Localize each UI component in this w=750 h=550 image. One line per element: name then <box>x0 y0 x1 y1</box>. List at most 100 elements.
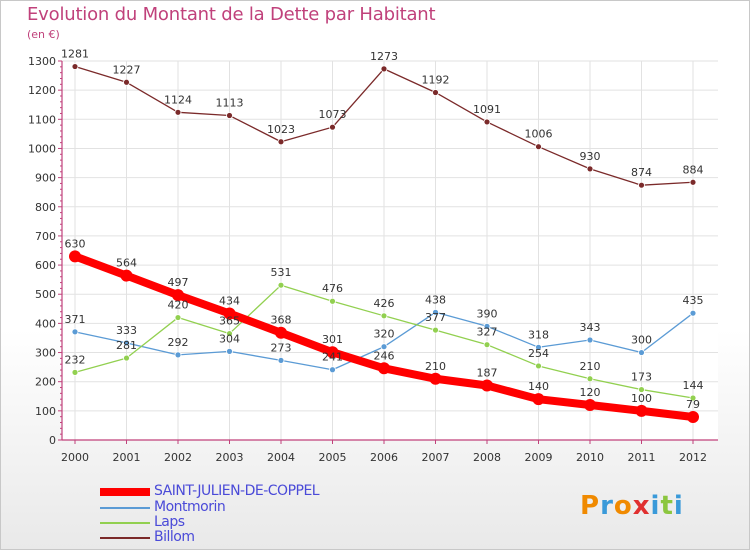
data-point <box>535 343 542 351</box>
data-label: 1113 <box>216 97 244 110</box>
data-label: 210 <box>580 360 601 373</box>
data-point <box>638 386 645 393</box>
x-tick-label: 2012 <box>679 451 707 464</box>
data-point <box>483 118 491 126</box>
data-label: 173 <box>631 371 652 384</box>
data-label: 1023 <box>267 123 295 136</box>
data-point <box>120 269 133 282</box>
data-label: 241 <box>322 351 343 364</box>
data-point <box>71 368 79 376</box>
data-point <box>226 330 233 337</box>
data-point <box>329 366 336 374</box>
data-label: 476 <box>322 282 343 295</box>
data-label: 377 <box>425 311 446 324</box>
data-label: 343 <box>580 321 601 334</box>
data-point <box>638 181 645 189</box>
legend-label: SAINT-JULIEN-DE-COPPEL <box>154 483 320 499</box>
y-tick-label: 900 <box>35 172 56 185</box>
legend-label: Laps <box>154 514 185 530</box>
x-tick-label: 2005 <box>319 451 347 464</box>
data-label: 531 <box>271 266 292 279</box>
x-tick-label: 2000 <box>61 451 89 464</box>
legend-label: Montmorin <box>154 499 226 515</box>
data-point <box>174 108 182 116</box>
data-point <box>432 89 439 96</box>
data-label: 930 <box>580 150 601 163</box>
data-label: 144 <box>683 379 704 392</box>
y-tick-label: 200 <box>35 376 56 389</box>
y-tick-label: 1000 <box>28 142 56 155</box>
data-point <box>123 78 130 86</box>
data-point <box>174 314 182 321</box>
data-label: 368 <box>271 314 292 327</box>
y-tick-label: 300 <box>35 347 56 360</box>
data-label: 187 <box>477 366 498 379</box>
data-label: 292 <box>168 336 189 349</box>
data-point <box>532 393 545 406</box>
data-point <box>483 322 491 330</box>
x-tick-label: 2011 <box>628 451 656 464</box>
x-tick-label: 2002 <box>164 451 192 464</box>
x-tick-label: 2010 <box>576 451 604 464</box>
data-label: 365 <box>219 315 240 328</box>
data-point <box>174 351 182 359</box>
data-point <box>429 372 442 385</box>
data-label: 327 <box>477 326 498 339</box>
data-label: 884 <box>683 163 704 176</box>
data-label: 246 <box>374 349 395 362</box>
y-tick-label: 800 <box>35 201 56 214</box>
data-label: 1124 <box>164 93 192 106</box>
chart-title: Evolution du Montant de la Dette par Hab… <box>27 4 436 25</box>
x-tick-label: 2007 <box>422 451 450 464</box>
data-label: 1006 <box>525 128 553 141</box>
data-label: 273 <box>271 341 292 354</box>
data-point <box>378 362 390 375</box>
data-point <box>329 297 336 305</box>
data-point <box>329 123 336 131</box>
data-point <box>432 326 439 334</box>
data-point <box>481 379 493 392</box>
data-label: 1273 <box>370 50 398 63</box>
data-point <box>277 281 285 289</box>
data-point <box>689 178 697 186</box>
data-label: 318 <box>528 328 549 341</box>
legend-label: Billom <box>154 529 195 545</box>
x-tick-label: 2006 <box>370 451 398 464</box>
data-label: 1281 <box>61 48 89 61</box>
data-label: 210 <box>425 360 446 373</box>
data-point <box>71 63 79 70</box>
data-point <box>277 138 285 146</box>
data-label: 564 <box>116 257 137 270</box>
data-point <box>226 347 233 355</box>
data-point <box>586 165 594 173</box>
y-tick-label: 500 <box>35 288 56 301</box>
data-label: 120 <box>580 386 601 399</box>
data-point <box>432 308 439 316</box>
data-point <box>71 328 79 336</box>
data-point <box>277 357 285 364</box>
data-label: 630 <box>65 237 86 250</box>
data-label: 371 <box>65 313 86 326</box>
y-tick-label: 1300 <box>28 55 56 68</box>
x-tick-label: 2008 <box>473 451 501 464</box>
x-tick-label: 2003 <box>216 451 244 464</box>
data-point <box>535 143 542 151</box>
data-point <box>483 341 491 349</box>
data-label: 100 <box>631 392 652 405</box>
data-point <box>380 343 388 351</box>
data-point <box>535 362 542 370</box>
x-tick-label: 2004 <box>267 451 295 464</box>
data-point <box>69 250 81 263</box>
data-point <box>226 112 233 119</box>
data-point <box>380 65 388 73</box>
data-point <box>123 354 130 362</box>
data-label: 1227 <box>113 63 141 76</box>
data-point <box>687 410 699 423</box>
data-point <box>586 375 594 383</box>
data-label: 1192 <box>422 73 450 86</box>
data-point <box>584 399 596 412</box>
data-point <box>326 346 339 359</box>
data-label: 320 <box>374 328 395 341</box>
y-tick-label: 1100 <box>28 113 56 126</box>
